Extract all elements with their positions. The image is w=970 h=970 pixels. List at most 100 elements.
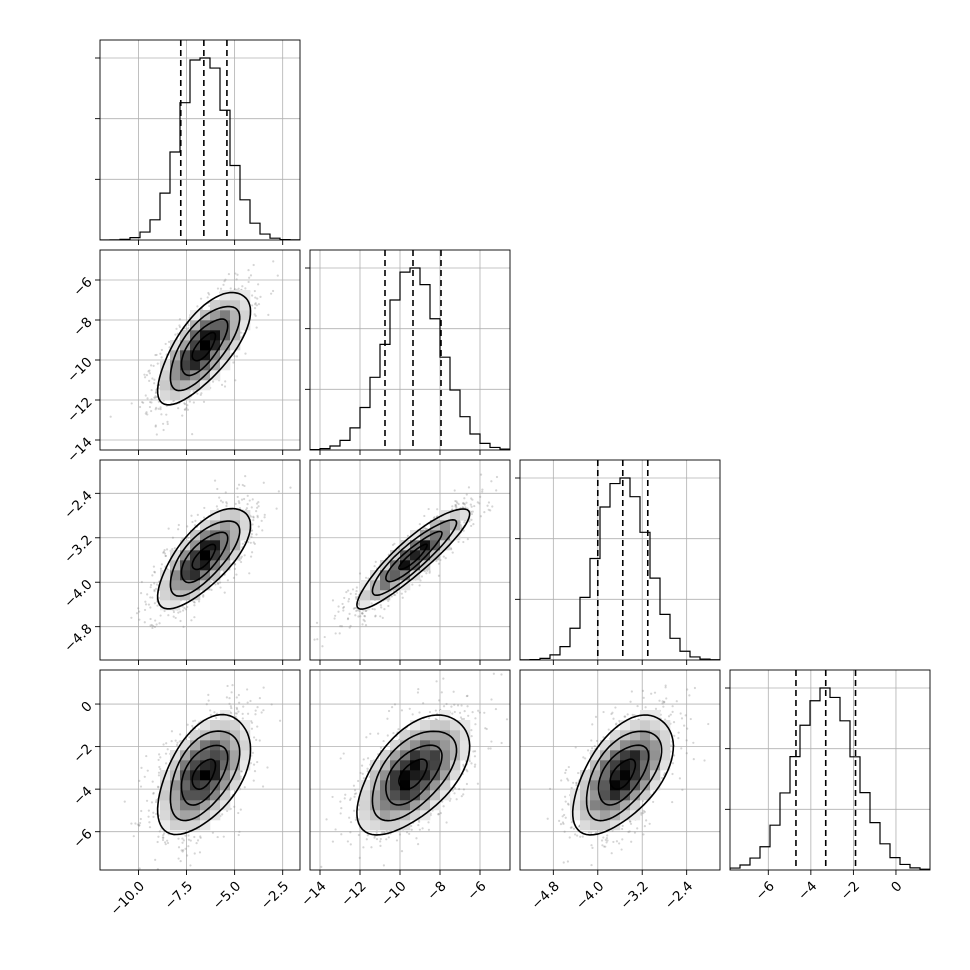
x-tick-label: −10	[378, 878, 409, 909]
sample-point	[151, 780, 154, 783]
sample-point	[152, 792, 155, 795]
sample-point	[640, 813, 643, 816]
density-cell	[380, 820, 391, 831]
sample-point	[485, 727, 488, 731]
sample-point	[563, 830, 566, 833]
sample-point	[134, 822, 137, 825]
sample-point	[454, 499, 457, 503]
sample-point	[315, 621, 319, 624]
sample-point	[474, 763, 477, 766]
sample-point	[570, 821, 573, 824]
sample-point	[572, 827, 576, 830]
sample-point	[465, 694, 468, 698]
density-cell	[370, 770, 381, 781]
sample-point	[156, 785, 160, 788]
sample-point	[252, 736, 256, 739]
sample-point	[348, 626, 351, 629]
sample-point	[151, 596, 154, 599]
sample-point	[190, 514, 193, 517]
sample-point	[374, 615, 377, 618]
sample-point	[435, 680, 438, 683]
density-cell	[420, 800, 431, 811]
density-cell	[640, 760, 651, 771]
sample-point	[162, 428, 165, 432]
sample-point	[341, 602, 344, 606]
sample-point	[610, 712, 613, 716]
sample-point	[256, 506, 259, 509]
sample-point	[248, 499, 251, 502]
density-cell	[380, 580, 391, 591]
sample-point	[155, 433, 158, 436]
sample-point	[251, 294, 254, 297]
sample-point	[213, 711, 216, 714]
sample-point	[241, 483, 244, 487]
density-cell	[190, 790, 201, 801]
sample-point	[149, 606, 152, 609]
density-cell	[610, 770, 621, 781]
sample-point	[427, 828, 431, 831]
sample-point	[144, 394, 147, 397]
sample-point	[157, 407, 160, 410]
x-tick-label: −2.5	[258, 878, 292, 912]
density-cell	[200, 720, 211, 731]
sample-point	[618, 719, 621, 723]
sample-point	[621, 827, 624, 831]
density-cell	[180, 340, 191, 351]
x-tick-label: −10.0	[108, 878, 149, 919]
density-cell	[160, 800, 171, 811]
density-cell	[610, 780, 621, 791]
sample-point	[467, 486, 471, 489]
density-cell	[430, 720, 441, 731]
density-cell	[390, 560, 401, 571]
histogram-panel-3	[725, 669, 931, 875]
sample-point	[162, 550, 166, 553]
sample-point	[465, 501, 468, 504]
sample-point	[665, 697, 668, 700]
sample-point	[184, 834, 187, 837]
sample-point	[267, 313, 270, 317]
density-cell	[200, 740, 211, 751]
sample-point	[463, 521, 466, 524]
sample-point	[456, 501, 459, 504]
density-cell	[420, 530, 431, 541]
sample-point	[605, 837, 609, 840]
sample-point	[159, 614, 162, 617]
density-cell	[190, 550, 201, 561]
sample-point	[440, 691, 443, 694]
density-cell	[640, 740, 651, 751]
sample-point	[163, 552, 167, 555]
sample-point	[673, 734, 676, 737]
density-cell	[360, 820, 371, 831]
density-cell	[200, 810, 211, 821]
sample-point	[187, 326, 190, 330]
sample-point	[578, 825, 581, 828]
sample-point	[434, 717, 437, 721]
density-cell	[450, 730, 461, 741]
sample-point	[325, 818, 328, 821]
sample-point	[193, 852, 196, 855]
sample-point	[184, 408, 187, 411]
density-cell	[180, 370, 191, 381]
sample-point	[387, 599, 390, 603]
sample-point	[144, 603, 148, 606]
sample-point	[200, 392, 203, 395]
sample-point	[432, 516, 435, 520]
density-cell	[190, 530, 201, 541]
density-cell	[200, 340, 211, 351]
sample-point	[195, 842, 198, 845]
sample-point	[494, 707, 498, 711]
sample-point	[343, 797, 346, 800]
sample-point	[123, 800, 126, 803]
density-cell	[570, 800, 581, 811]
sample-point	[225, 501, 228, 504]
sample-point	[636, 704, 639, 708]
sample-point	[567, 765, 570, 769]
contour-2-sigma	[156, 713, 252, 836]
sample-point	[662, 773, 665, 777]
sample-point	[258, 697, 261, 700]
sample-point	[171, 548, 174, 551]
density-cell	[190, 570, 201, 581]
sample-point	[148, 821, 151, 824]
density-cell	[640, 730, 651, 741]
sample-point	[240, 498, 244, 501]
